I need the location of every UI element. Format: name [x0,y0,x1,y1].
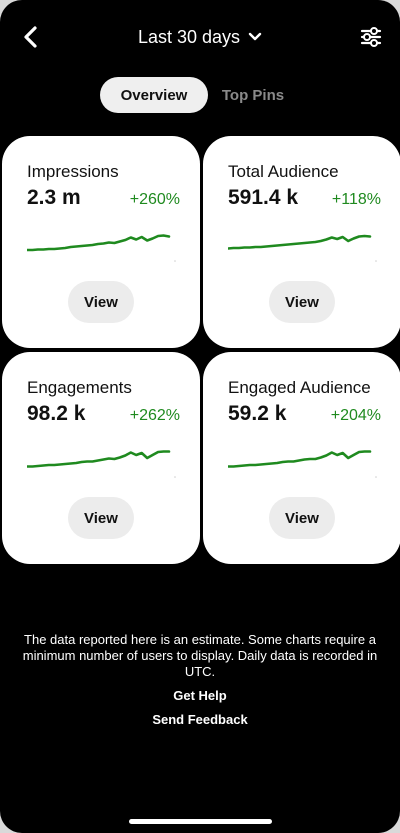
metric-value: 59.2 k [228,402,287,425]
back-button[interactable] [18,24,44,50]
chevron-left-icon [24,26,37,48]
metric-change: +262% [129,407,180,424]
send-feedback-link[interactable]: Send Feedback [152,712,248,727]
view-total-audience-button[interactable]: View [269,281,335,323]
metric-value: 2.3 m [27,186,81,209]
view-impressions-button[interactable]: View [68,281,134,323]
metric-value: 591.4 k [228,186,299,209]
sparkline-series [228,450,372,468]
metric-change: +204% [330,407,381,424]
sparkline-end-marker [174,476,176,478]
metric-card-total-audience: Total Audience 591.4 k +118% View [203,136,400,348]
date-range-selector[interactable]: Last 30 days [120,24,280,50]
sparkline-end-marker [375,260,377,262]
filter-button[interactable] [360,25,382,49]
tab-bar: Overview Top Pins [0,77,400,113]
metric-card-engagements: Engagements 98.2 k +262% View [2,352,200,564]
sparkline-chart [228,450,377,478]
sparkline-chart [228,234,377,262]
top-bar: Last 30 days [0,0,400,72]
metric-change: +260% [129,191,180,208]
metric-title: Impressions [27,162,119,181]
date-range-label: Last 30 days [137,26,241,47]
sparkline-end-marker [174,260,176,262]
metric-change: +118% [331,191,381,208]
sparkline-series [27,450,171,468]
disclaimer-text: The data reported here is an estimate. S… [22,632,378,679]
chevron-down-icon [248,32,262,41]
sparkline-chart [27,234,176,262]
metric-value: 98.2 k [27,402,86,425]
sliders-icon [360,27,382,47]
metric-card-impressions: Impressions 2.3 m +260% View [2,136,200,348]
tab-top-pins[interactable]: Top Pins [221,86,285,104]
home-indicator [129,819,272,824]
metric-title: Engaged Audience [228,378,371,397]
sparkline-series [27,234,171,252]
metric-title: Total Audience [228,162,339,181]
metric-title: Engagements [27,378,132,397]
sparkline-series [228,234,372,250]
tab-overview[interactable]: Overview [100,77,208,113]
metric-card-engaged-audience: Engaged Audience 59.2 k +204% View [203,352,400,564]
view-engagements-button[interactable]: View [68,497,134,539]
get-help-link[interactable]: Get Help [173,688,227,703]
view-engaged-audience-button[interactable]: View [269,497,335,539]
sparkline-end-marker [375,476,377,478]
sparkline-chart [27,450,176,478]
